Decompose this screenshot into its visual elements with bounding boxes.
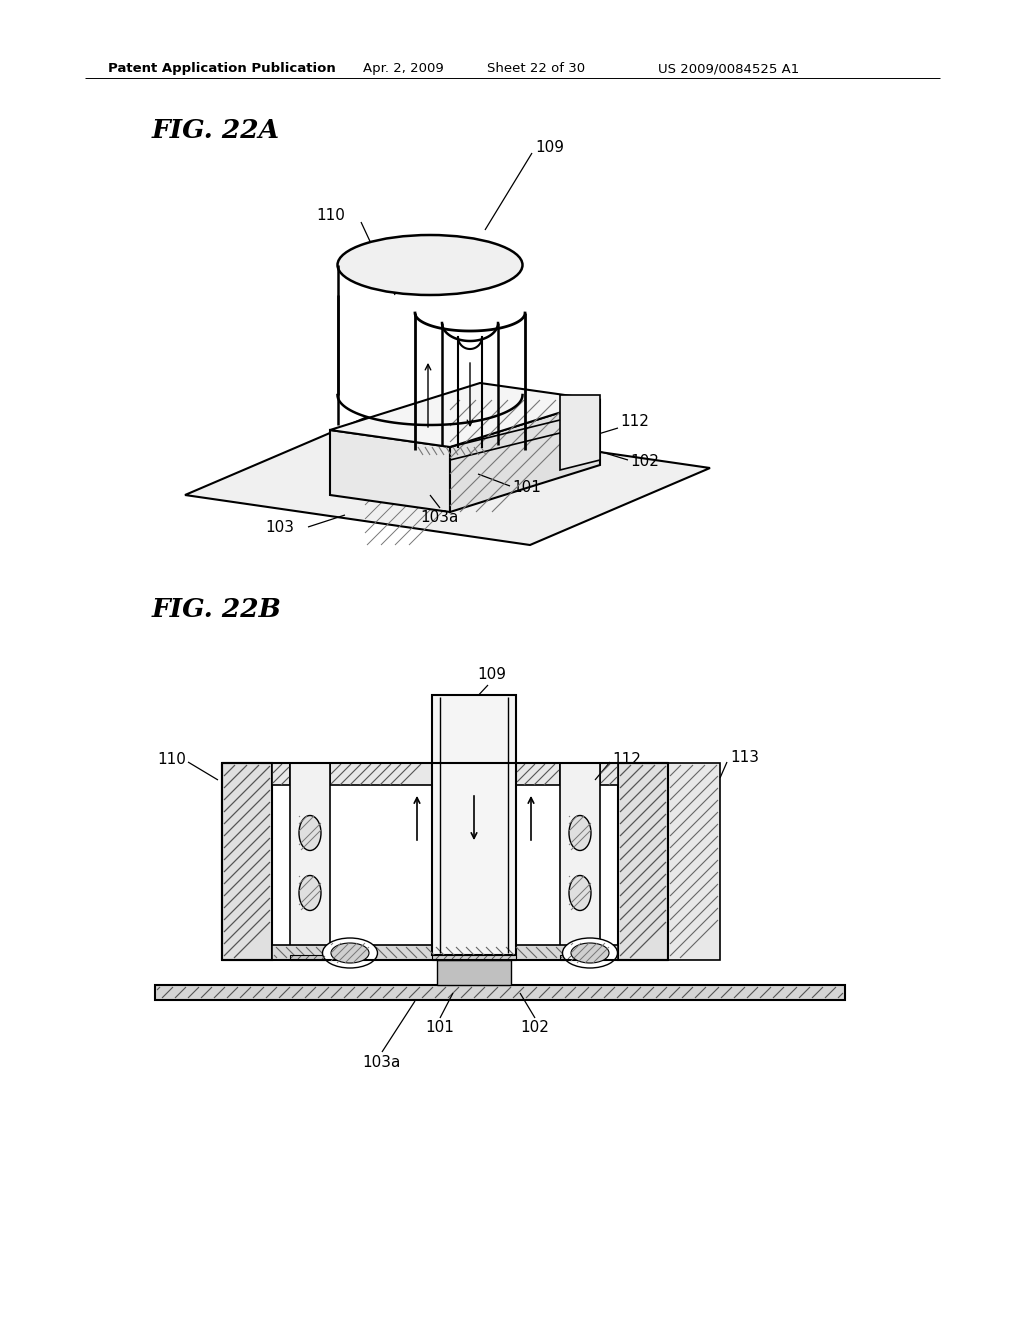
Text: 101: 101 bbox=[512, 480, 541, 495]
Text: 103: 103 bbox=[265, 520, 294, 536]
Text: 101: 101 bbox=[426, 1020, 455, 1035]
Text: Apr. 2, 2009: Apr. 2, 2009 bbox=[362, 62, 443, 75]
Polygon shape bbox=[330, 383, 600, 447]
Text: Patent Application Publication: Patent Application Publication bbox=[108, 62, 336, 75]
Ellipse shape bbox=[323, 939, 378, 968]
Text: FIG. 22B: FIG. 22B bbox=[152, 597, 282, 622]
Polygon shape bbox=[560, 954, 600, 960]
Text: 110: 110 bbox=[157, 752, 186, 767]
Polygon shape bbox=[432, 954, 516, 960]
Polygon shape bbox=[668, 763, 720, 960]
Polygon shape bbox=[185, 418, 710, 545]
Text: 102: 102 bbox=[520, 1020, 550, 1035]
Text: 109: 109 bbox=[535, 140, 564, 156]
Ellipse shape bbox=[299, 875, 321, 911]
Polygon shape bbox=[330, 430, 450, 512]
Ellipse shape bbox=[331, 942, 369, 964]
Polygon shape bbox=[272, 945, 618, 960]
Text: 102: 102 bbox=[630, 454, 658, 470]
Polygon shape bbox=[272, 763, 290, 785]
Text: 110: 110 bbox=[316, 207, 345, 223]
Text: 112: 112 bbox=[620, 414, 649, 429]
Polygon shape bbox=[330, 785, 432, 945]
Polygon shape bbox=[222, 763, 272, 960]
Polygon shape bbox=[432, 696, 516, 954]
Polygon shape bbox=[290, 763, 330, 954]
Text: 112: 112 bbox=[612, 752, 641, 767]
Polygon shape bbox=[330, 763, 432, 785]
Polygon shape bbox=[516, 763, 560, 785]
Polygon shape bbox=[600, 763, 618, 785]
Polygon shape bbox=[272, 785, 290, 945]
Ellipse shape bbox=[299, 816, 321, 850]
Text: 109: 109 bbox=[477, 667, 507, 682]
Polygon shape bbox=[600, 785, 618, 945]
Text: US 2009/0084525 A1: US 2009/0084525 A1 bbox=[658, 62, 800, 75]
Ellipse shape bbox=[562, 939, 617, 968]
Polygon shape bbox=[560, 395, 600, 470]
Polygon shape bbox=[516, 785, 560, 945]
Text: 103a: 103a bbox=[362, 1055, 401, 1071]
Text: 103a: 103a bbox=[421, 510, 459, 525]
Ellipse shape bbox=[338, 235, 522, 294]
Text: FIG. 22A: FIG. 22A bbox=[152, 117, 281, 143]
Ellipse shape bbox=[569, 816, 591, 850]
Polygon shape bbox=[155, 985, 845, 1001]
Polygon shape bbox=[560, 763, 600, 954]
Polygon shape bbox=[618, 763, 668, 960]
Polygon shape bbox=[450, 400, 600, 512]
Text: 113: 113 bbox=[730, 751, 759, 766]
Polygon shape bbox=[290, 954, 330, 960]
Text: Sheet 22 of 30: Sheet 22 of 30 bbox=[487, 62, 585, 75]
Polygon shape bbox=[437, 960, 511, 985]
Ellipse shape bbox=[569, 875, 591, 911]
Ellipse shape bbox=[571, 942, 609, 964]
